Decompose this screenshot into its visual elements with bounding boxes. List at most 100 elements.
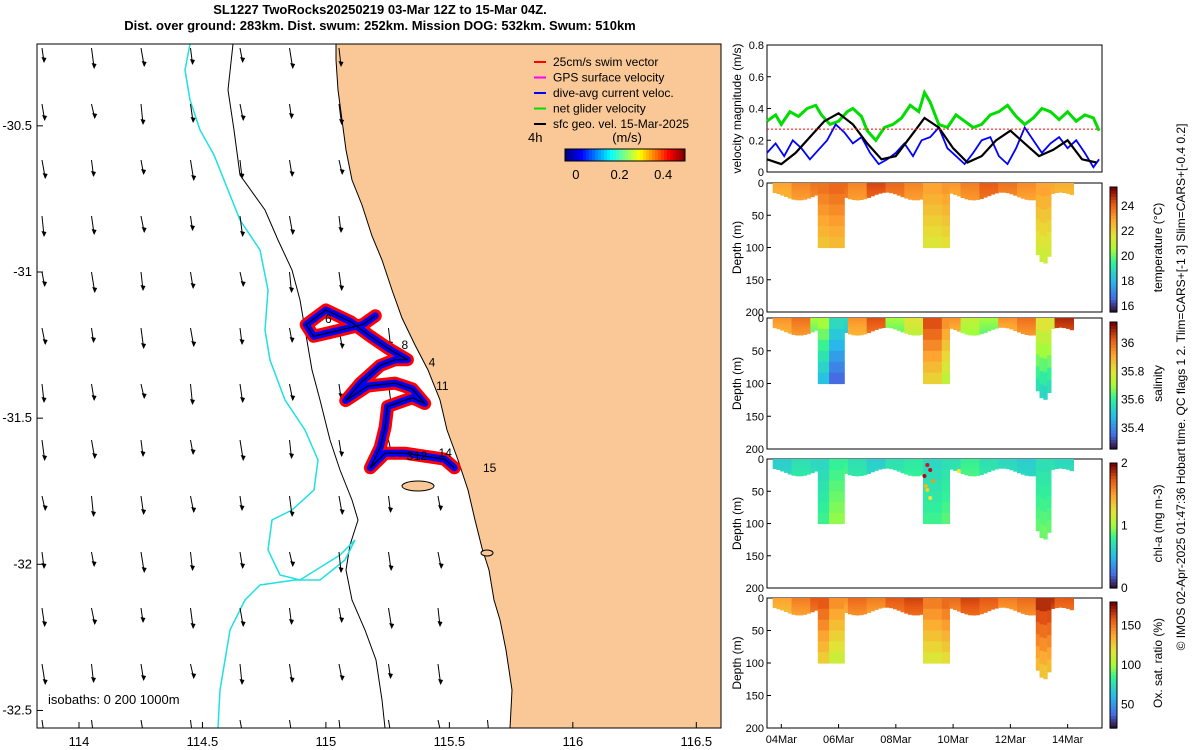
section-cell [934,491,939,503]
section-cell [851,326,856,330]
section-cell [923,372,928,385]
section-cell [1032,464,1037,468]
section-cell [1028,320,1033,325]
section-cell [1065,604,1071,608]
colorbar-segment [1110,624,1117,628]
y-tick-label: -32.5 [2,702,32,717]
velocity-arrow [239,719,244,728]
section-cell [847,190,853,194]
section-cell [911,598,917,602]
section-cell [1005,604,1011,607]
section-cell [1002,190,1007,193]
section-cell [904,603,909,607]
section-cell [941,512,947,525]
section-cell [979,466,984,470]
section-cell [896,459,902,462]
section-cell [983,607,988,611]
section-cell [851,196,856,200]
section-cell [878,324,883,327]
section-cell [1062,325,1067,329]
section-cell [1039,472,1044,486]
arrow-head [338,567,344,573]
section-cell [784,602,789,606]
section-cell [1024,459,1029,463]
section-cell [814,185,819,188]
section-cell [1047,342,1052,356]
colorbar-segment [1110,243,1117,247]
colorbar-segment [1110,227,1117,232]
section-cell [885,322,890,325]
section-cell [945,350,950,363]
section-cell [844,318,849,321]
section-cell [1024,472,1029,476]
colorbar-segment [1110,572,1117,577]
section-cell [998,324,1003,327]
section-cell [1069,188,1074,192]
colorbar-segment [580,149,584,161]
section-cell [795,600,800,605]
section-cell [791,191,796,195]
arrow-head [141,393,147,399]
section-cell [791,326,796,330]
section-cell [975,464,981,468]
section-cell [847,323,853,327]
section-cell [923,608,928,621]
colorbar-segment [1110,414,1117,418]
section-cell [934,193,939,206]
section-cell [862,459,868,463]
section-cell [938,318,943,330]
section-cell [934,215,939,227]
section-cell [994,598,999,601]
section-cell [1065,606,1071,609]
section-cell [825,619,830,632]
section-cell [968,188,973,192]
section-cell [1024,320,1029,324]
section-cell [799,194,804,198]
section-cell [780,188,785,192]
section-cell [896,328,902,331]
section-cell [821,619,826,632]
section-cell [1035,230,1041,244]
section-cell [821,512,826,525]
section-cell [836,318,841,330]
arrow-head [91,561,97,567]
section-cell [1039,624,1044,639]
section-cell [900,607,905,610]
arrow-head [140,617,146,623]
section-cell [791,606,796,610]
section-cell [998,318,1003,321]
section-cell [825,469,830,482]
section-cell [1062,318,1067,321]
section-cell [859,196,864,200]
section-cell [874,459,879,462]
section-cell [968,318,973,322]
section-cell [1058,604,1063,607]
section-cell [1065,323,1071,326]
section-cell [787,192,793,196]
section-cell [855,470,860,474]
section-cell [911,470,917,474]
section-cell [821,630,826,642]
velocity-arrow [91,719,95,728]
section-cell [1069,599,1074,603]
arrow-head [141,227,147,233]
section-cell [862,323,868,327]
section-cell [1013,461,1018,464]
section-cell [855,188,860,192]
section-cell [772,598,778,601]
colorbar-segment [1110,472,1117,477]
section-cell [1062,187,1067,190]
section-cell [874,598,879,601]
section-cell [930,630,935,642]
section-cell [802,326,808,330]
arrow-head [191,175,197,181]
colorbar-segment [661,149,665,161]
section-cell [1020,603,1026,607]
section-cell [874,462,879,466]
section-cell [964,323,969,327]
section-cell [938,328,943,341]
section-cell [1039,248,1044,262]
section-cell [893,319,898,323]
section-cell [832,339,838,352]
section-cell [881,319,887,322]
